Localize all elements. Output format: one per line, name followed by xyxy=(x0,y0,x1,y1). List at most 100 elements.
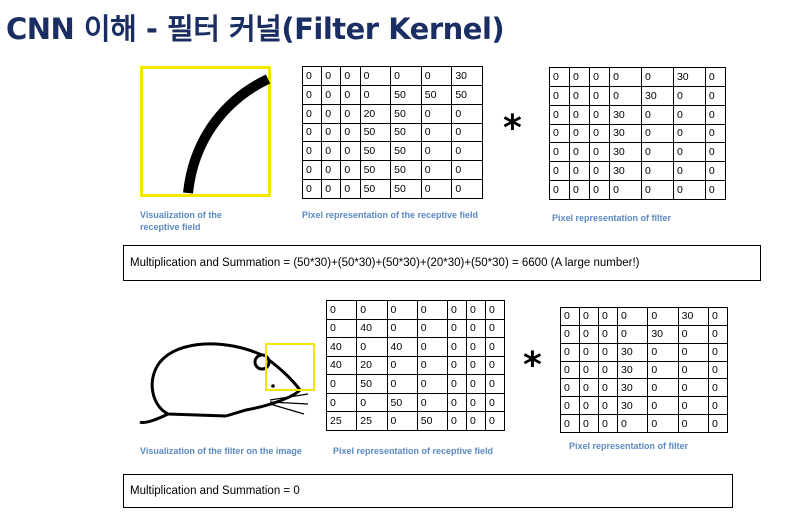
grid-cell: 0 xyxy=(416,392,449,413)
grid-cell: 0 xyxy=(416,374,449,394)
bottom-summation-text: Multiplication and Summation = 0 xyxy=(130,485,300,497)
grid-cell: 0 xyxy=(416,300,449,320)
grid-cell: 50 xyxy=(359,141,392,162)
grid-cell: 0 xyxy=(301,84,323,105)
grid-row: 25 25 0 50 0 0 0 xyxy=(325,411,506,431)
grid-cell: 0 xyxy=(356,300,388,320)
grid-cell: 0 xyxy=(325,392,358,413)
grid-cell: 30 xyxy=(609,104,643,125)
grid-cell: 0 xyxy=(641,161,674,182)
grid-cell: 0 xyxy=(589,142,611,163)
grid-cell: 0 xyxy=(321,66,342,86)
grid-cell: 0 xyxy=(420,103,453,124)
grid-cell: 0 xyxy=(609,67,643,87)
top-pixel-caption: Pixel representation of the receptive fi… xyxy=(302,210,479,220)
grid-cell: 0 xyxy=(704,67,727,87)
mouse-whiskers xyxy=(269,393,309,415)
grid-cell: 50 xyxy=(416,411,449,431)
grid-cell: 30 xyxy=(647,324,679,344)
grid-row: 0 0 0 20 50 0 0 xyxy=(301,103,483,124)
grid-cell: 0 xyxy=(672,104,706,125)
grid-cell: 0 xyxy=(589,104,611,125)
grid-cell: 0 xyxy=(617,307,649,326)
grid-cell: 0 xyxy=(707,342,729,362)
grid-cell: 50 xyxy=(386,392,418,413)
grid-cell: 0 xyxy=(356,392,388,413)
bottom-pixel-grid: 0 0 0 0 0 0 0 0 40 0 0 0 0 0 40 0 40 0 0 0 0 40 20 0 0 0 0 0 0 50 0 0 0 0… xyxy=(325,300,506,431)
grid-cell: 0 xyxy=(465,300,486,320)
grid-cell: 0 xyxy=(617,324,649,344)
grid-cell: 0 xyxy=(559,396,581,416)
grid-cell: 0 xyxy=(447,300,467,320)
grid-row: 0 0 0 0 50 50 50 xyxy=(301,84,483,105)
grid-cell: 0 xyxy=(677,342,709,362)
grid-cell: 0 xyxy=(569,180,591,200)
grid-cell: 0 xyxy=(301,103,323,124)
curve-stroke xyxy=(183,74,271,194)
grid-cell: 30 xyxy=(617,378,649,398)
grid-cell: 30 xyxy=(609,161,643,182)
receptive-field-caption: Visualization of the receptive field xyxy=(140,210,222,232)
grid-cell: 0 xyxy=(598,360,619,380)
grid-cell: 0 xyxy=(707,378,729,398)
grid-cell: 0 xyxy=(447,411,467,431)
grid-cell: 0 xyxy=(609,85,643,106)
grid-cell: 0 xyxy=(451,141,483,162)
grid-cell: 0 xyxy=(598,307,619,326)
grid-cell: 0 xyxy=(589,67,611,87)
grid-cell: 0 xyxy=(559,414,581,433)
grid-cell: 30 xyxy=(641,85,674,106)
grid-cell: 0 xyxy=(340,66,361,86)
grid-cell: 0 xyxy=(340,84,361,105)
grid-cell: 0 xyxy=(484,411,506,431)
grid-cell: 0 xyxy=(465,355,486,376)
top-summation-box: Multiplication and Summation = (50*30)+(… xyxy=(123,245,761,281)
grid-cell: 0 xyxy=(647,360,679,380)
top-summation-text: Multiplication and Summation = (50*30)+(… xyxy=(130,257,640,269)
grid-row: 0 40 0 0 0 0 0 xyxy=(325,318,506,339)
grid-row: 0 0 0 50 50 0 0 xyxy=(301,141,483,162)
grid-cell: 0 xyxy=(579,414,600,433)
grid-cell: 30 xyxy=(617,360,649,380)
grid-cell: 0 xyxy=(321,141,342,162)
grid-cell: 0 xyxy=(569,161,591,182)
page-title: CNN 이해 - 필터 커널(Filter Kernel) xyxy=(6,12,505,46)
grid-cell: 0 xyxy=(451,122,483,143)
grid-cell: 0 xyxy=(704,104,727,125)
grid-cell: 0 xyxy=(484,355,506,376)
grid-cell: 0 xyxy=(386,318,418,339)
grid-cell: 0 xyxy=(484,374,506,394)
mouse-body xyxy=(150,342,265,418)
grid-row: 0 0 0 0 30 0 0 xyxy=(559,324,729,344)
grid-cell: 30 xyxy=(672,67,706,87)
grid-cell: 0 xyxy=(707,324,729,344)
grid-row: 0 0 50 0 0 0 0 xyxy=(325,392,506,413)
grid-cell: 50 xyxy=(390,103,422,124)
grid-cell: 30 xyxy=(677,307,709,326)
grid-cell: 0 xyxy=(416,318,449,339)
grid-cell: 0 xyxy=(301,66,323,86)
grid-cell: 0 xyxy=(386,355,418,376)
grid-cell: 0 xyxy=(704,85,727,106)
grid-row: 0 0 0 50 50 0 0 xyxy=(301,179,483,199)
grid-cell: 0 xyxy=(647,414,679,433)
grid-cell: 0 xyxy=(579,324,600,344)
grid-cell: 0 xyxy=(579,307,600,326)
grid-row: 0 0 0 30 0 0 0 xyxy=(559,396,729,416)
grid-cell: 0 xyxy=(559,378,581,398)
grid-cell: 0 xyxy=(386,374,418,394)
grid-cell: 0 xyxy=(707,414,729,433)
grid-cell: 0 xyxy=(451,160,483,181)
grid-cell: 0 xyxy=(704,123,727,144)
grid-cell: 30 xyxy=(451,66,483,86)
grid-cell: 0 xyxy=(548,142,571,163)
grid-cell: 0 xyxy=(609,180,643,200)
grid-cell: 0 xyxy=(465,337,486,357)
grid-cell: 0 xyxy=(548,85,571,106)
grid-cell: 0 xyxy=(465,318,486,339)
grid-cell: 40 xyxy=(325,337,358,357)
grid-cell: 0 xyxy=(579,342,600,362)
grid-cell: 0 xyxy=(321,179,342,199)
